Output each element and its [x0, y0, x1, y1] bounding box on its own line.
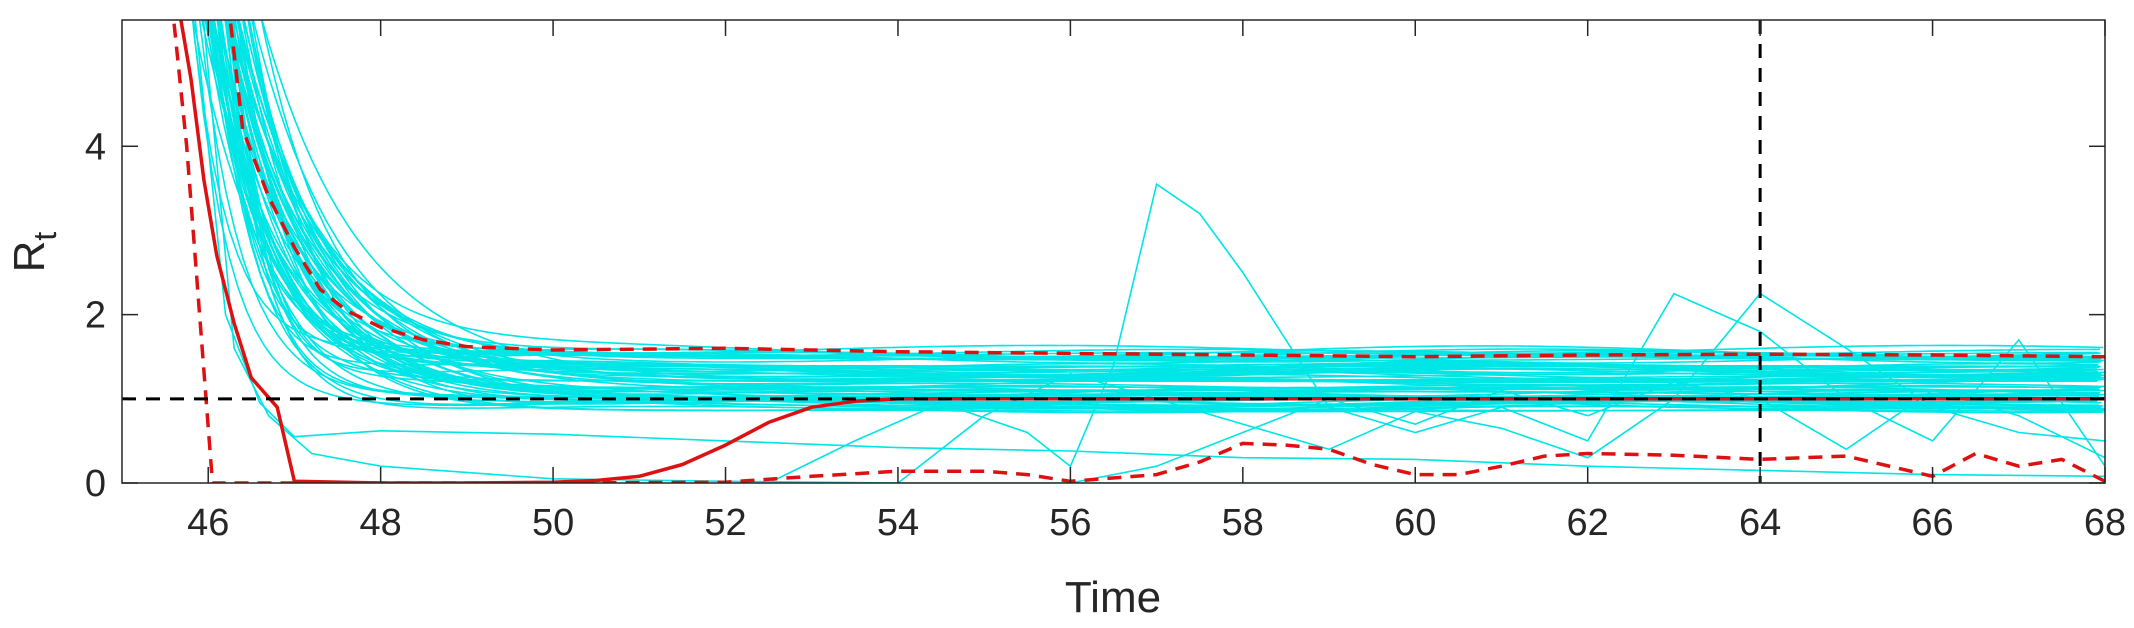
ensemble-trajectory: [216, 20, 2101, 359]
x-tick-label: 46: [187, 502, 229, 544]
x-tick-label: 48: [360, 502, 402, 544]
x-axis: 46 48 50 52 54 56 58 60 62 64 66 68: [187, 20, 2126, 544]
y-axis-label: Rt: [5, 232, 63, 273]
ensemble-trajectory: [229, 20, 2105, 377]
x-tick-label: 54: [877, 502, 919, 544]
x-tick-label: 60: [1394, 502, 1436, 544]
y-tick-label: 4: [85, 126, 106, 168]
red-series-dashed-line: [228, 20, 2105, 359]
ensemble-trajectory: [230, 20, 2098, 362]
y-axis-label-subscript: t: [27, 232, 63, 241]
ensemble-trajectory: [204, 20, 2100, 376]
x-tick-label: 50: [532, 502, 574, 544]
x-tick-label: 68: [2084, 502, 2126, 544]
plot-frame: [121, 19, 2106, 484]
x-tick-label: 58: [1222, 502, 1264, 544]
ensemble-trajectory: [1070, 381, 2105, 483]
ensemble-trajectory: [213, 20, 2099, 377]
plot-area: [122, 20, 2105, 483]
ensemble-trajectory: [897, 292, 2105, 483]
y-tick-label: 0: [85, 463, 106, 505]
x-tick-label: 52: [704, 502, 746, 544]
ensemble-trajectory: [213, 20, 2101, 410]
x-axis-label: Time: [1065, 573, 1161, 622]
ensemble-trajectory: [194, 20, 2105, 478]
x-tick-label: 62: [1567, 502, 1609, 544]
x-tick-label: 56: [1049, 502, 1091, 544]
x-tick-label: 66: [1911, 502, 1953, 544]
y-axis: 0 2 4: [85, 126, 2105, 505]
ensemble-trajectory: [768, 182, 2105, 483]
reference-lines: [122, 20, 2105, 483]
x-tick-label: 64: [1739, 502, 1781, 544]
y-tick-label: 2: [85, 295, 106, 337]
ensemble-trajectory: [251, 20, 2101, 413]
y-axis-label-main: R: [5, 241, 54, 273]
ensemble-trajectory: [210, 20, 2102, 389]
